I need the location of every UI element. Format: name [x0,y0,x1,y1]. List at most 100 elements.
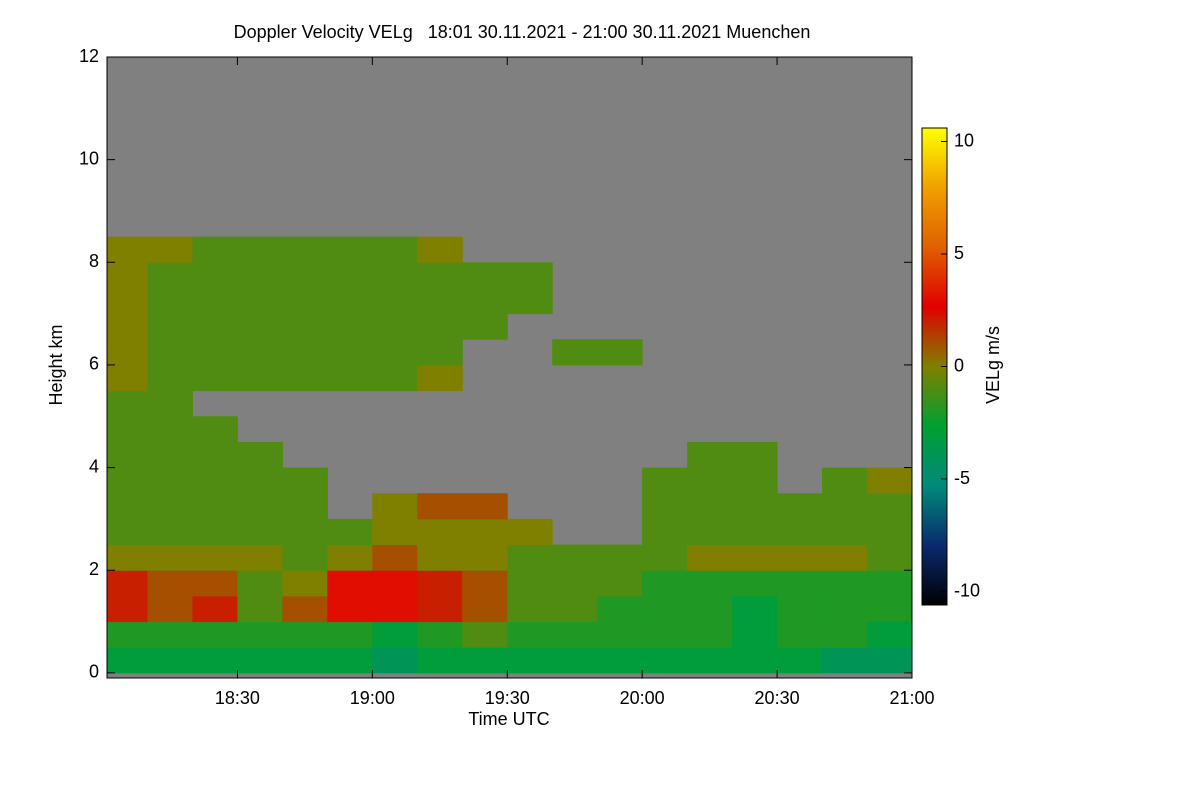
heatmap-cell [372,262,418,289]
heatmap-cell [107,518,148,546]
heatmap-cell [732,493,778,520]
heatmap-cell [777,647,823,674]
heatmap-cell [237,570,283,597]
heatmap-cell [777,518,823,546]
heatmap-cell [732,544,778,571]
heatmap-cell [192,416,238,443]
heatmap-cell [822,621,868,648]
heatmap-cell [417,313,463,340]
x-tick-label: 18:30 [215,688,260,708]
heatmap-cell [867,621,912,648]
heatmap-cell [732,441,778,469]
heatmap-cell [507,544,553,571]
heatmap-cell [237,518,283,546]
heatmap-cell [417,236,463,263]
heatmap-cell [192,364,238,392]
heatmap-cell [147,621,193,648]
heatmap-cell [507,570,553,597]
heatmap-cell [417,595,463,623]
y-tick-label: 12 [79,46,99,66]
heatmap-cell [372,287,418,315]
heatmap-cell [732,570,778,597]
heatmap-cell [462,313,508,340]
heatmap-cell [822,544,868,571]
heatmap-cell [237,467,283,494]
heatmap-cell [597,595,643,623]
heatmap-cell [777,493,823,520]
heatmap-cell [192,313,238,340]
heatmap-cell [372,493,418,520]
heatmap-cell [417,262,463,289]
heatmap-cell [552,544,598,571]
heatmap-cell [732,518,778,546]
heatmap-cell [372,544,418,571]
colorbar-label: VELg m/s [983,326,1003,404]
heatmap-cell [462,647,508,674]
heatmap-cell [107,287,148,315]
heatmap-cell [107,441,148,469]
heatmap-cell [107,262,148,289]
heatmap-cell [642,544,688,571]
y-axis-label: Height km [46,324,66,405]
heatmap-cell [147,467,193,494]
heatmap-cell [372,570,418,597]
heatmap-cell [237,441,283,469]
heatmap-cell [192,467,238,494]
heatmap-cell [867,493,912,520]
heatmap-cell [147,236,193,263]
colorbar-tick-label: -10 [954,580,980,600]
colorbar-tick-label: 5 [954,243,964,263]
heatmap-cell [327,364,373,392]
x-tick-label: 19:00 [350,688,395,708]
heatmap-cell [867,595,912,623]
heatmap-cell [282,339,328,366]
heatmap-cell [552,570,598,597]
heatmap-cell [237,364,283,392]
heatmap-cell [147,364,193,392]
heatmap-cell [687,570,733,597]
heatmap-cell [147,544,193,571]
y-tick-label: 2 [89,559,99,579]
heatmap-cell [507,595,553,623]
heatmap-cell [282,364,328,392]
heatmap-cell [822,493,868,520]
heatmap-cell [237,647,283,674]
heatmap-cell [642,621,688,648]
heatmap-cell [822,570,868,597]
heatmap-cell [372,647,418,674]
heatmap-cell [417,647,463,674]
heatmap-cell [372,621,418,648]
heatmap-cell [107,236,148,263]
heatmap-cell [107,313,148,340]
heatmap-cell [507,518,553,546]
heatmap-cell [107,647,148,674]
heatmap-cell [732,467,778,494]
heatmap-cell [282,467,328,494]
heatmap-cell [822,518,868,546]
heatmap-cell [327,647,373,674]
heatmap-cell [147,313,193,340]
heatmap-cell [687,544,733,571]
heatmap-cell [462,262,508,289]
plot-frame [106,56,913,679]
y-tick-label: 8 [89,251,99,271]
heatmap-cell [327,262,373,289]
heatmap-cell [147,262,193,289]
heatmap-cell [237,339,283,366]
heatmap-cell [282,493,328,520]
heatmap-cell [687,493,733,520]
heatmap-cell [192,647,238,674]
heatmap-cell [107,364,148,392]
heatmap-cell [192,441,238,469]
heatmap-cell [867,518,912,546]
heatmap-cell [417,364,463,392]
x-tick-label: 19:30 [485,688,530,708]
heatmap-cell [192,493,238,520]
heatmap-cell [417,339,463,366]
heatmap-cell [192,262,238,289]
heatmap-cell [867,544,912,571]
heatmap-cell [107,390,148,417]
heatmap-cell [372,595,418,623]
heatmap-cell [107,493,148,520]
